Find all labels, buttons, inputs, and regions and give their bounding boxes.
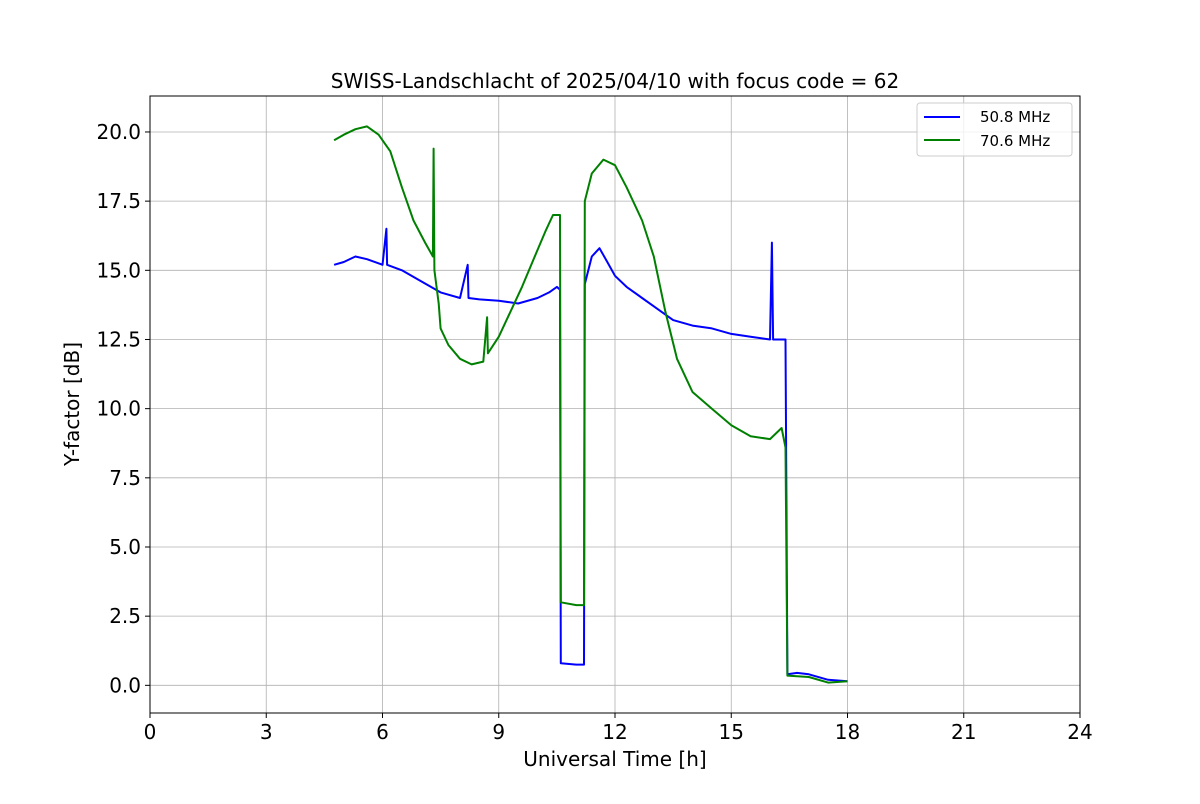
series-group <box>333 125 848 684</box>
y-tick-label: 17.5 <box>96 189 141 213</box>
y-tick-label: 2.5 <box>109 604 141 628</box>
y-axis-label: Y-factor [dB] <box>60 342 84 467</box>
x-axis-label: Universal Time [h] <box>523 747 706 771</box>
y-tick-label: 7.5 <box>109 466 141 490</box>
legend: 50.8 MHz 70.6 MHz <box>916 102 1073 157</box>
y-axis-ticks: 0.0 2.5 5.0 7.5 10.0 12.5 15.0 17.5 20.0 <box>96 120 150 697</box>
x-tick-label: 3 <box>260 720 273 744</box>
x-tick-label: 9 <box>492 720 505 744</box>
series-line-70-6-mhz <box>333 125 848 684</box>
x-axis-ticks: 0 3 6 9 12 15 18 21 24 <box>144 713 1093 744</box>
legend-label-50-8-mhz: 50.8 MHz <box>980 108 1050 126</box>
x-tick-label: 21 <box>951 720 976 744</box>
y-tick-label: 5.0 <box>109 535 141 559</box>
legend-label-70-6-mhz: 70.6 MHz <box>980 132 1050 150</box>
y-tick-label: 0.0 <box>109 673 141 697</box>
x-tick-label: 18 <box>835 720 860 744</box>
x-tick-label: 24 <box>1067 720 1092 744</box>
x-tick-label: 6 <box>376 720 389 744</box>
y-tick-label: 15.0 <box>96 258 141 282</box>
x-tick-label: 12 <box>602 720 627 744</box>
y-tick-label: 12.5 <box>96 327 141 351</box>
y-tick-label: 20.0 <box>96 120 141 144</box>
series-line-50-8-mhz <box>333 227 848 683</box>
x-tick-label: 15 <box>719 720 744 744</box>
x-tick-label: 0 <box>144 720 157 744</box>
y-tick-label: 10.0 <box>96 397 141 421</box>
chart-title: SWISS-Landschlacht of 2025/04/10 with fo… <box>331 69 899 93</box>
